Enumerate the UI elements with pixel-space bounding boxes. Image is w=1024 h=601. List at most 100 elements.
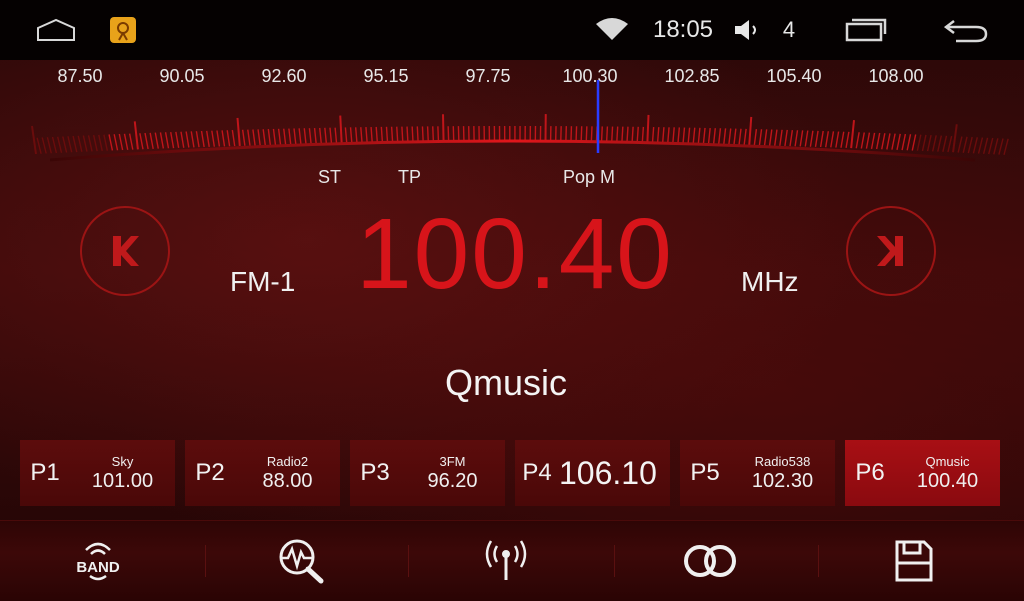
dial-tick bbox=[417, 126, 418, 142]
preset-button[interactable]: P4 106.10 bbox=[515, 440, 670, 506]
save-icon bbox=[894, 539, 934, 583]
dial-tick bbox=[754, 129, 756, 145]
stereo-button[interactable] bbox=[660, 521, 760, 601]
preset-frequency: 100.40 bbox=[895, 471, 1000, 491]
dial-tick bbox=[780, 130, 782, 146]
seek-forward-icon bbox=[875, 234, 907, 268]
dial-tick bbox=[99, 135, 102, 151]
dial-tick bbox=[227, 130, 229, 146]
toolbar-divider bbox=[818, 545, 819, 577]
dial-tick bbox=[826, 131, 829, 147]
antenna-button[interactable] bbox=[456, 521, 556, 601]
frequency-dial[interactable]: 87.50 90.05 92.60 95.15 97.75 100.30 102… bbox=[0, 60, 1024, 170]
dial-tick bbox=[32, 126, 36, 154]
preset-number: P1 bbox=[20, 459, 70, 487]
dial-tick bbox=[933, 135, 937, 151]
dial-tick bbox=[963, 137, 967, 153]
dial-tick bbox=[289, 129, 291, 145]
radio-app-icon[interactable] bbox=[108, 0, 138, 60]
dial-tick bbox=[304, 128, 306, 144]
dial-tick bbox=[938, 136, 942, 152]
dial-tick bbox=[979, 138, 983, 154]
dial-tick bbox=[376, 127, 377, 143]
bottom-toolbar: BAND bbox=[0, 520, 1024, 601]
dial-tick bbox=[902, 134, 905, 150]
dial-tick bbox=[315, 128, 317, 144]
stereo-icon bbox=[680, 541, 740, 581]
dial-tick bbox=[943, 136, 947, 152]
dial-tick bbox=[407, 127, 408, 143]
dial-tick bbox=[586, 126, 587, 142]
band-label: FM-1 bbox=[230, 266, 295, 298]
speaker-icon[interactable] bbox=[730, 0, 766, 60]
dial-tick bbox=[428, 126, 429, 142]
band-button[interactable]: BAND bbox=[48, 521, 148, 601]
dial-tick bbox=[856, 132, 859, 148]
preset-frequency: 88.00 bbox=[235, 471, 340, 491]
preset-number: P3 bbox=[350, 459, 400, 487]
dial-tick bbox=[688, 128, 689, 144]
dial-tick bbox=[698, 128, 700, 144]
dial-tick bbox=[647, 115, 648, 143]
dial-tick bbox=[279, 129, 281, 145]
dial-tick bbox=[248, 130, 250, 146]
seek-forward-button[interactable] bbox=[846, 206, 936, 296]
dial-tick bbox=[299, 128, 301, 144]
preset-name: Radio2 bbox=[235, 455, 340, 468]
preset-number: P2 bbox=[185, 459, 235, 487]
dial-tick bbox=[330, 128, 332, 144]
dial-tick bbox=[340, 116, 341, 144]
preset-number: P5 bbox=[680, 459, 730, 487]
dial-tick bbox=[785, 130, 787, 146]
scan-button[interactable] bbox=[252, 521, 352, 601]
back-icon[interactable] bbox=[936, 0, 996, 60]
dial-tick bbox=[709, 128, 711, 144]
home-icon[interactable] bbox=[28, 0, 84, 60]
volume-level: 4 bbox=[776, 0, 802, 60]
dial-tick bbox=[576, 126, 577, 142]
antenna-icon bbox=[481, 536, 531, 586]
wifi-icon bbox=[594, 0, 630, 60]
dial-tick bbox=[109, 134, 112, 150]
dial-tick bbox=[622, 127, 623, 143]
dial-tick bbox=[810, 131, 813, 147]
preset-number: P6 bbox=[845, 459, 895, 487]
dial-tick bbox=[114, 134, 117, 150]
dial-tick bbox=[150, 133, 153, 149]
dial-tick bbox=[433, 126, 434, 142]
dial-tick bbox=[171, 132, 174, 148]
save-button[interactable] bbox=[864, 521, 964, 601]
dial-tick bbox=[124, 134, 127, 150]
dial-tick bbox=[668, 127, 669, 143]
preset-button[interactable]: P2 Radio2 88.00 bbox=[185, 440, 340, 506]
dial-tick bbox=[73, 136, 77, 152]
dial-tick bbox=[973, 137, 977, 153]
toolbar-divider bbox=[408, 545, 409, 577]
dial-tick bbox=[703, 128, 705, 144]
dial-tick bbox=[642, 127, 643, 143]
dial-tick bbox=[841, 132, 844, 148]
seek-back-button[interactable] bbox=[80, 206, 170, 296]
dial-tick bbox=[958, 137, 962, 153]
dial-tick bbox=[882, 133, 885, 149]
band-button-label: BAND bbox=[76, 559, 119, 576]
dial-tick bbox=[386, 127, 387, 143]
dial-tick bbox=[734, 129, 736, 145]
dial-tick bbox=[846, 132, 849, 148]
dial-tick bbox=[104, 135, 107, 151]
dial-tick bbox=[232, 130, 234, 146]
dial-tick bbox=[68, 136, 72, 152]
dial-tick bbox=[268, 129, 270, 145]
recent-apps-icon[interactable] bbox=[838, 0, 894, 60]
scan-icon bbox=[275, 536, 329, 586]
dial-tick bbox=[145, 133, 148, 149]
dial-tick bbox=[765, 129, 767, 145]
preset-frequency: 106.10 bbox=[559, 455, 657, 491]
seek-back-icon bbox=[109, 234, 141, 268]
dial-tick bbox=[851, 120, 854, 148]
